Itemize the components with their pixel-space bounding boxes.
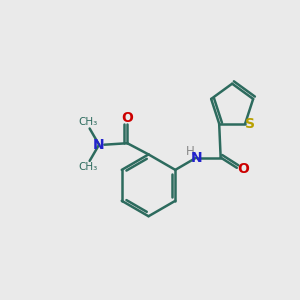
Text: S: S — [245, 117, 255, 130]
Text: N: N — [191, 151, 202, 164]
Text: H: H — [186, 145, 194, 158]
Text: CH₃: CH₃ — [79, 162, 98, 172]
Text: O: O — [122, 111, 133, 125]
Text: N: N — [93, 138, 105, 152]
Text: CH₃: CH₃ — [79, 117, 98, 127]
Text: O: O — [237, 162, 249, 176]
